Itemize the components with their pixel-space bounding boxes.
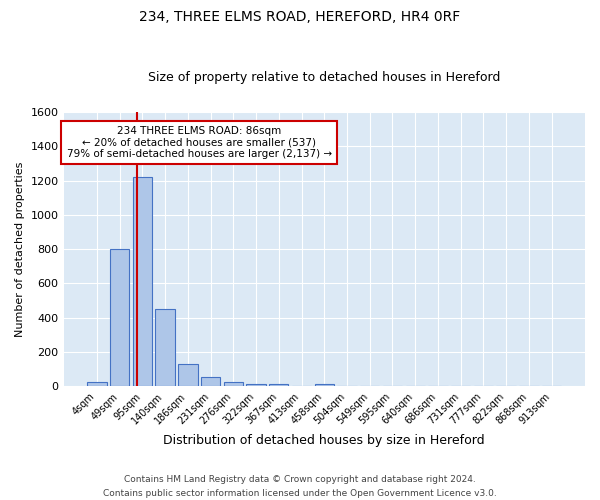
Bar [133, 177, 152, 386]
Y-axis label: Number of detached properties: Number of detached properties [15, 162, 25, 337]
Bar [110, 249, 130, 386]
Bar [224, 382, 243, 386]
Bar [201, 377, 220, 386]
X-axis label: Distribution of detached houses by size in Hereford: Distribution of detached houses by size … [163, 434, 485, 448]
Bar [314, 384, 334, 386]
Bar [269, 384, 289, 386]
Bar [155, 309, 175, 386]
Bar [87, 382, 107, 386]
Text: Contains HM Land Registry data © Crown copyright and database right 2024.
Contai: Contains HM Land Registry data © Crown c… [103, 476, 497, 498]
Title: Size of property relative to detached houses in Hereford: Size of property relative to detached ho… [148, 72, 500, 85]
Bar [247, 384, 266, 386]
Text: 234 THREE ELMS ROAD: 86sqm
← 20% of detached houses are smaller (537)
79% of sem: 234 THREE ELMS ROAD: 86sqm ← 20% of deta… [67, 126, 332, 159]
Bar [178, 364, 197, 386]
Text: 234, THREE ELMS ROAD, HEREFORD, HR4 0RF: 234, THREE ELMS ROAD, HEREFORD, HR4 0RF [139, 10, 461, 24]
